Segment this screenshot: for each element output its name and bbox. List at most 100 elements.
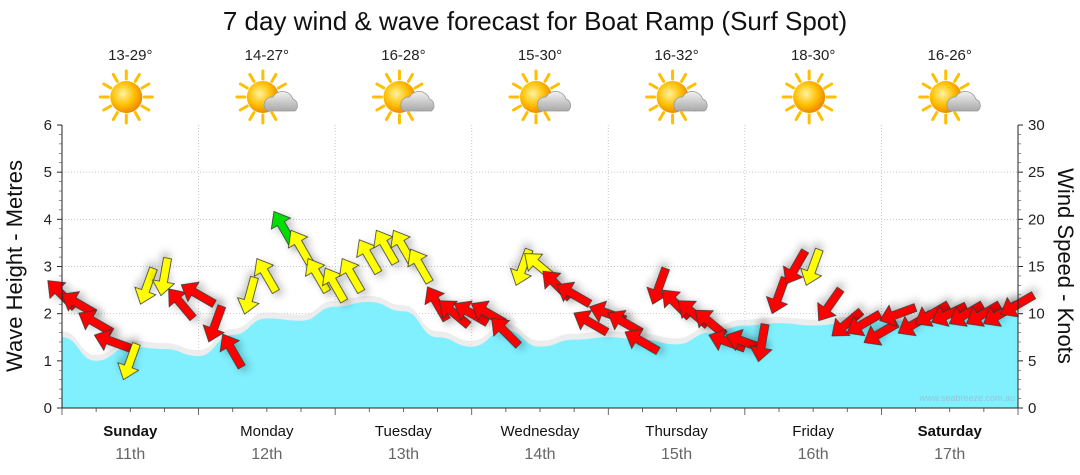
wind-arrow-shape	[151, 257, 176, 297]
wind-arrow	[117, 342, 141, 381]
wind-arrow-shape	[491, 317, 522, 349]
sun-icon	[781, 69, 837, 125]
wind-arrow	[78, 310, 115, 337]
partly-cloudy-icon	[645, 69, 708, 125]
wind-arrow-shape	[624, 328, 661, 355]
sun-ray	[785, 82, 796, 90]
day-name: Thursday	[645, 423, 708, 440]
wind-arrow-shape	[573, 310, 610, 337]
wind-arrow	[783, 248, 810, 285]
right-tick-label: 25	[1028, 164, 1045, 181]
sun-ray	[823, 104, 834, 112]
sun-ray	[238, 82, 249, 90]
left-tick-label: 3	[44, 259, 52, 276]
sun-ray	[384, 72, 392, 83]
wind-arrow	[831, 307, 865, 337]
wind-arrow	[219, 333, 246, 370]
wind-arrow	[134, 266, 158, 305]
wind-arrow	[914, 300, 951, 327]
wind-arrow	[373, 229, 400, 266]
day-name: Tuesday	[375, 423, 432, 440]
day-weather: 18-30°	[781, 47, 837, 125]
partly-cloudy-icon	[508, 69, 571, 125]
sun-ray	[680, 111, 688, 122]
wind-arrow	[202, 304, 227, 343]
wind-arrow-shape	[831, 307, 865, 337]
sun-ray	[140, 82, 151, 90]
temperature-range: 18-30°	[791, 47, 835, 64]
sun-ray	[823, 82, 834, 90]
sun-disc	[110, 81, 143, 113]
cloud-shape	[673, 91, 708, 112]
left-tick-label: 2	[44, 306, 52, 323]
wind-arrow-shape	[931, 301, 969, 327]
sun-ray	[959, 82, 970, 90]
sun-icon	[98, 69, 154, 125]
right-axis-title: Wind Speed - Knots	[1053, 168, 1078, 364]
sun-ray	[133, 111, 141, 122]
sun-ray	[931, 72, 939, 83]
partly-cloudy-icon	[235, 69, 298, 125]
right-tick-label: 10	[1028, 306, 1045, 323]
wind-arrow-shape	[863, 319, 900, 346]
sun-ray	[248, 72, 256, 83]
sun-ray	[680, 72, 688, 83]
sun-ray	[521, 72, 529, 83]
temperature-range: 16-26°	[928, 47, 972, 64]
sun-ray	[921, 104, 932, 112]
sun-ray	[406, 111, 414, 122]
wind-arrow-shape	[694, 309, 728, 339]
wind-arrow-shape	[556, 281, 593, 308]
right-tick-label: 30	[1028, 117, 1045, 134]
sun-ray	[140, 104, 151, 112]
wind-arrow-shape	[948, 300, 985, 327]
left-tick-label: 1	[44, 353, 52, 370]
wind-arrow	[624, 328, 661, 355]
day-name: Saturday	[918, 423, 983, 440]
sun-ray	[511, 104, 522, 112]
wind-arrow	[573, 310, 610, 337]
wind-arrow-shape	[817, 286, 845, 322]
wave-area	[62, 301, 1018, 408]
day-weather: 15-30°	[508, 47, 571, 125]
wind-arrow-shape	[339, 258, 366, 295]
right-tick-label: 5	[1028, 353, 1036, 370]
right-tick-label: 0	[1028, 400, 1036, 417]
wind-arrow	[931, 301, 969, 327]
wind-arrow-shape	[236, 275, 260, 315]
left-axis-title: Wave Height - Metres	[2, 160, 27, 372]
watermark: www.seabreeze.com.au	[918, 393, 1015, 403]
wind-arrow	[253, 258, 280, 295]
wind-arrow	[236, 275, 260, 315]
sun-ray	[543, 111, 551, 122]
wind-arrow	[749, 323, 773, 363]
day-name: Sunday	[103, 423, 158, 440]
wave-height-area	[62, 295, 1018, 408]
sun-ray	[658, 72, 666, 83]
sun-ray	[406, 72, 414, 83]
day-name: Wednesday	[501, 423, 580, 440]
right-tick-label: 20	[1028, 211, 1045, 228]
sun-ray	[248, 111, 256, 122]
wind-arrow-shape	[253, 258, 280, 295]
wind-arrow-shape	[78, 310, 115, 337]
wind-arrow	[491, 317, 522, 349]
day-labels: Sunday 11th Monday 12th Tuesday 13th Wednesday…	[103, 423, 982, 463]
wind-arrow-shape	[749, 323, 773, 363]
sun-ray	[238, 104, 249, 112]
sun-ray	[111, 111, 119, 122]
sun-ray	[794, 111, 802, 122]
sun-ray	[543, 72, 551, 83]
wind-arrow-shape	[407, 248, 434, 285]
day-weather: 14-27°	[235, 47, 298, 125]
sun-disc	[793, 81, 826, 113]
wind-arrow-shape	[373, 229, 400, 266]
sun-ray	[521, 111, 529, 122]
sun-ray	[276, 82, 287, 90]
temperature-range: 13-29°	[108, 47, 152, 64]
wind-arrow-shape	[180, 281, 217, 308]
day-name: Friday	[792, 423, 834, 440]
wind-arrow	[407, 248, 434, 285]
